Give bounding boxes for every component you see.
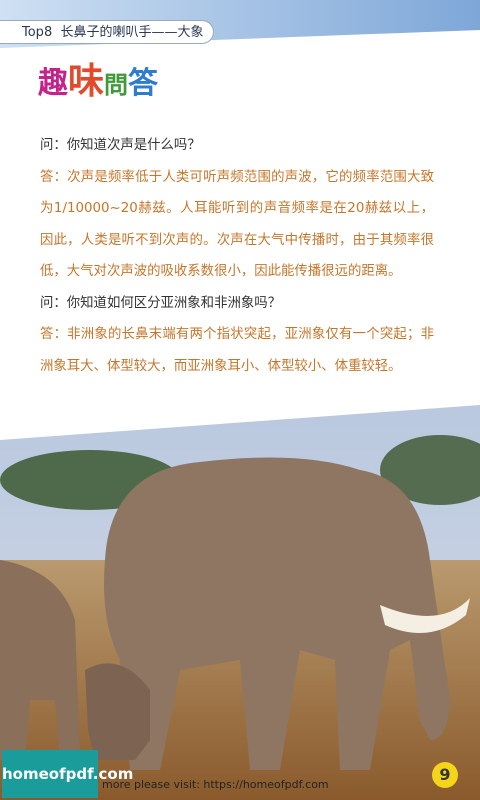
page-number: 9 <box>432 762 458 788</box>
header-title: Top8 长鼻子的喇叭手——大象 <box>0 20 214 44</box>
question: 问：你知道次声是什么吗？ <box>40 138 201 153</box>
answer: 答：次声是频率低于人类可听声频范围的声波，它的频率范围大致为1/10000~20… <box>40 169 434 280</box>
watermark: homeofpdf.com <box>2 750 133 798</box>
qa-text: 问：你知道次声是什么吗？ 答：次声是频率低于人类可听声频范围的声波，它的频率范围… <box>40 130 434 382</box>
logo-char: 答 <box>128 66 159 101</box>
answer: 答：非洲象的长鼻末端有两个指状突起，亚洲象仅有一个突起；非洲象耳大、体型较大，而… <box>40 327 434 374</box>
logo-char: 問 <box>104 71 129 99</box>
visit-link[interactable]: more please visit: https://homeofpdf.com <box>102 778 329 791</box>
question: 问：你知道如何区分亚洲象和非洲象吗？ <box>40 295 282 311</box>
logo: 趣味問答 <box>38 52 158 104</box>
logo-char: 趣 <box>38 66 68 101</box>
logo-char: 味 <box>68 61 105 102</box>
